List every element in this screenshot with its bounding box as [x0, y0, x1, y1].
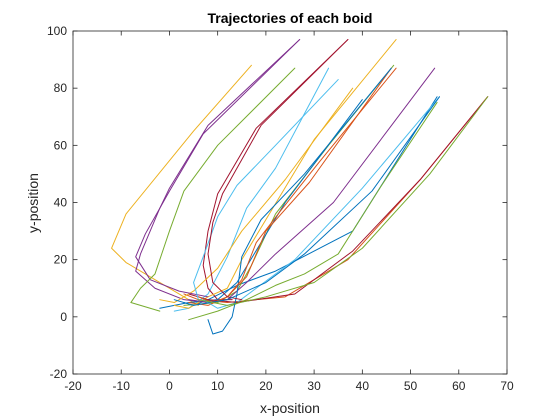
x-tick-label: 60 — [452, 379, 466, 393]
trajectory-line-19 — [130, 67, 296, 312]
trajectory-line-9 — [188, 67, 392, 306]
x-tick-label: 50 — [404, 379, 418, 393]
y-tick-label: 100 — [47, 24, 67, 38]
trajectory-line-8 — [159, 99, 363, 309]
x-tick-label: 30 — [307, 379, 321, 393]
y-tick-label: 40 — [54, 196, 68, 210]
y-tick-label: 0 — [60, 310, 67, 324]
x-tick-label: 10 — [211, 379, 225, 393]
x-tick-label: 70 — [500, 379, 514, 393]
x-tick-label: 40 — [356, 379, 370, 393]
trajectory-line-13 — [202, 96, 440, 309]
chart-title: Trajectories of each boid — [208, 10, 373, 26]
y-tick-label: 80 — [54, 81, 68, 95]
x-tick-label: -20 — [64, 379, 82, 393]
trajectory-line-10 — [173, 39, 397, 309]
plot-area — [73, 31, 507, 374]
y-tick-label: 60 — [54, 138, 68, 152]
trajectory-line-4 — [135, 39, 301, 304]
y-tick-label: 20 — [54, 253, 68, 267]
trajectory-line-22 — [173, 96, 440, 306]
x-tick-label: 20 — [259, 379, 273, 393]
trajectory-line-15 — [207, 67, 392, 335]
x-axis-label: x-position — [260, 400, 320, 416]
y-axis-label: y-position — [25, 173, 41, 233]
x-tick-label: -10 — [113, 379, 131, 393]
trajectory-line-21 — [207, 39, 349, 301]
trajectory-line-7 — [202, 39, 349, 301]
trajectory-line-3 — [111, 64, 252, 306]
trajectory-line-23 — [197, 96, 489, 306]
y-tick-label: -20 — [50, 367, 68, 381]
trajectory-line-14 — [188, 96, 489, 304]
x-tick-label: 0 — [166, 379, 173, 393]
trajectory-line-12 — [188, 101, 438, 321]
trajectory-line-17 — [159, 87, 354, 304]
trajectory-line-18 — [135, 39, 301, 298]
